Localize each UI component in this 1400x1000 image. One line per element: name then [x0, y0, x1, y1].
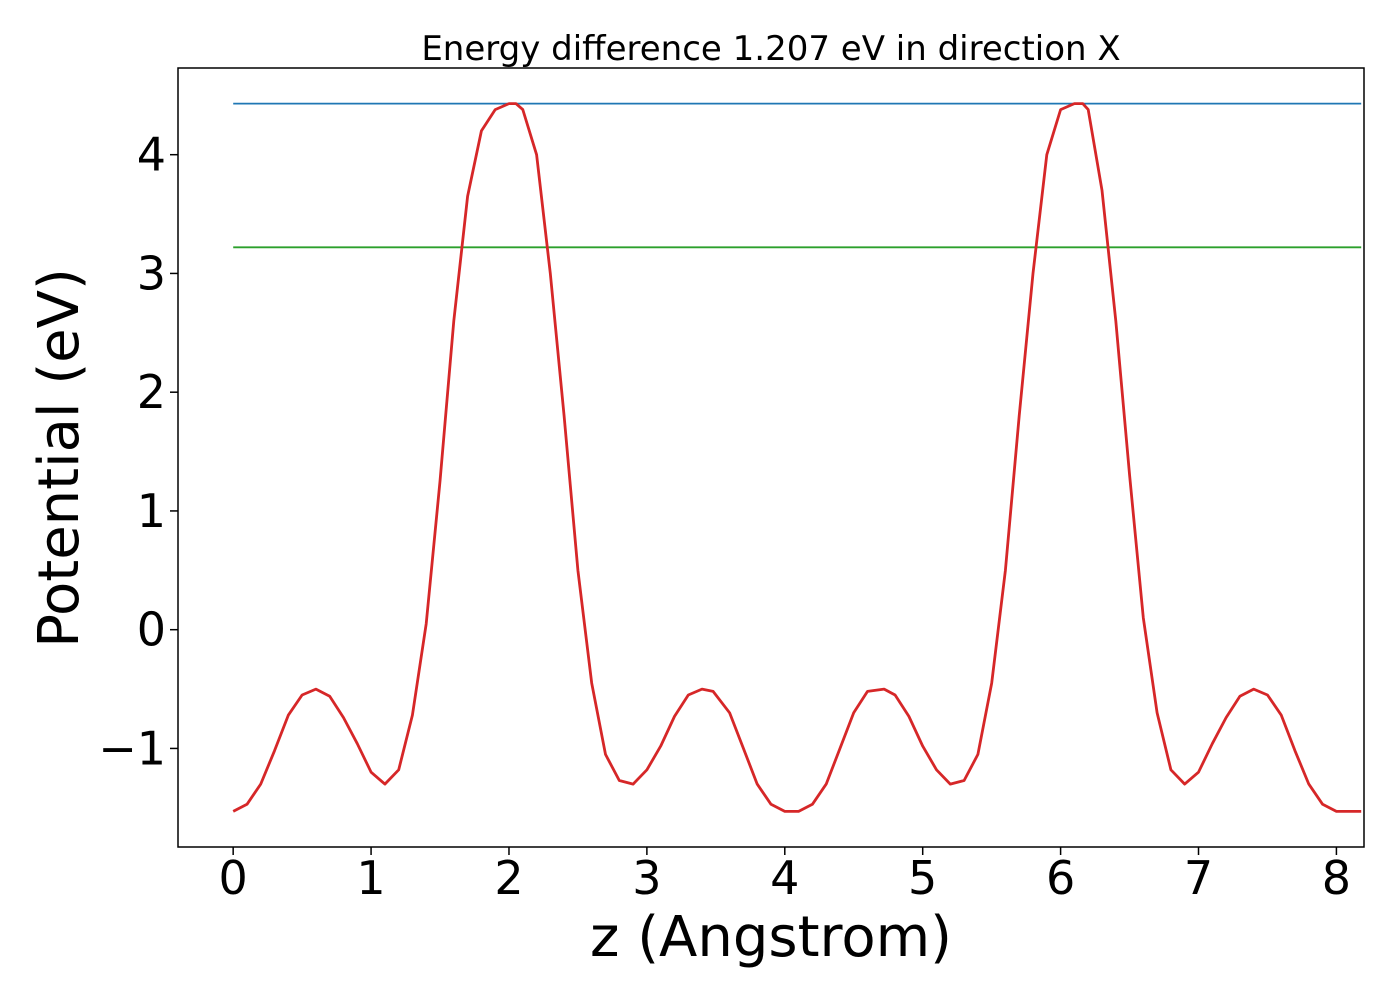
y-tick-label: −1 [98, 721, 166, 775]
y-tick-label: 4 [137, 128, 166, 182]
series-line-0 [232, 102, 1362, 813]
series-layer [232, 102, 1362, 813]
x-axis: 0 1 2 3 4 5 6 7 8 [219, 847, 1351, 905]
x-tick-label: 8 [1322, 851, 1351, 905]
x-tick-label: 4 [770, 851, 799, 905]
x-tick-label: 0 [219, 851, 248, 905]
chart-title: Energy difference 1.207 eV in direction … [421, 29, 1120, 69]
x-tick-label: 2 [494, 851, 523, 905]
x-axis-label: z (Angstrom) [590, 905, 952, 970]
x-tick-label: 6 [1046, 851, 1075, 905]
x-tick-label: 5 [908, 851, 937, 905]
x-tick-label: 7 [1184, 851, 1213, 905]
y-axis-label: Potential (eV) [27, 268, 92, 648]
y-tick-label: 1 [137, 484, 166, 538]
plot-frame [177, 67, 1365, 848]
y-tick-label: 3 [137, 246, 166, 300]
x-tick-label: 3 [632, 851, 661, 905]
x-tick-label: 1 [356, 851, 385, 905]
y-tick-label: 2 [137, 365, 166, 419]
y-axis: −1 0 1 2 3 4 [98, 128, 178, 775]
y-tick-label: 0 [137, 603, 166, 657]
